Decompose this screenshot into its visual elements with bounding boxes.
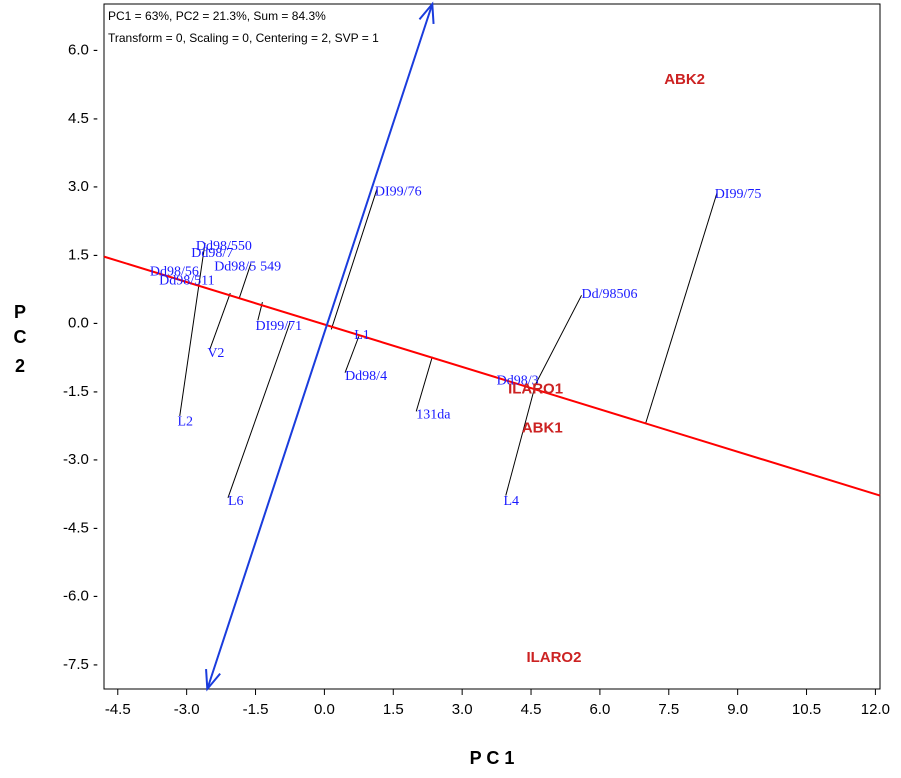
x-tick-label: -4.5 <box>105 701 131 718</box>
y-tick-label: -3.0 - <box>63 451 98 468</box>
environment-labels: ABK2 ILARO1 ABK1 ILARO2 <box>508 71 705 666</box>
genotype-label: 131da <box>416 408 451 423</box>
projection-line <box>505 383 537 496</box>
y-tick-label: 3.0 - <box>68 178 98 195</box>
projection-line <box>330 188 378 330</box>
environment-label: ABK2 <box>664 71 705 88</box>
y-tick-label: 6.0 - <box>68 42 98 59</box>
genotype-label: L4 <box>503 494 519 509</box>
perpendicular-axis <box>206 3 434 690</box>
projection-line <box>415 356 433 412</box>
x-tick-label: -3.0 <box>174 701 200 718</box>
y-tick-label: -7.5 - <box>63 656 98 673</box>
genotype-label: L6 <box>228 494 244 509</box>
x-tick-label: 0.0 <box>314 701 335 718</box>
arrowhead-top <box>418 1 435 25</box>
genotype-label: Dd98/7 <box>191 246 233 261</box>
annotation-variance: PC1 = 63%, PC2 = 21.3%, Sum = 84.3% <box>108 9 326 23</box>
projection-line <box>179 242 206 416</box>
genotype-label: L1 <box>354 328 370 343</box>
y-tick-label: 0.0 - <box>68 315 98 332</box>
arrowhead-bottom <box>205 668 221 692</box>
genotype-label: 549 <box>260 260 281 275</box>
genotype-label: DI99/75 <box>715 187 762 202</box>
projection-line <box>227 322 291 499</box>
y-axis-title-line-2: C <box>14 327 27 347</box>
genotype-label: Dd98/3 <box>497 373 539 388</box>
genotype-label: Dd98/4 <box>345 369 387 384</box>
y-tick-label: -6.0 - <box>63 588 98 605</box>
x-tick-label: 4.5 <box>521 701 542 718</box>
y-axis-title-line-1: P <box>14 302 26 322</box>
projection-lines <box>179 188 718 499</box>
annotation-block: PC1 = 63%, PC2 = 21.3%, Sum = 84.3% Tran… <box>108 9 379 45</box>
projection-line <box>209 292 231 351</box>
genotype-label: Dd/98506 <box>582 287 638 302</box>
environment-label: ILARO1 <box>508 381 563 398</box>
projection-line <box>645 192 718 423</box>
y-tick-label: -1.5 - <box>63 383 98 400</box>
x-axis-ticks: -4.5 -3.0 -1.5 0.0 1.5 3.0 4.5 6.0 7.5 9.0 10.5 12.… <box>105 689 890 718</box>
y-tick-label: -4.5 - <box>63 519 98 536</box>
environment-label: ILARO2 <box>526 649 581 666</box>
x-tick-label: 12.0 <box>861 701 890 718</box>
y-tick-label: 4.5 - <box>68 110 98 127</box>
x-tick-label: 1.5 <box>383 701 404 718</box>
genotype-label: DI99/76 <box>375 185 422 200</box>
x-axis-title: P C 1 <box>470 748 515 768</box>
y-axis-title-line-3: 2 <box>15 356 25 376</box>
y-tick-label: 1.5 - <box>68 246 98 263</box>
average-environment-axis <box>103 255 881 497</box>
x-tick-label: 7.5 <box>658 701 679 718</box>
biplot-axes <box>103 1 881 692</box>
x-tick-label: 9.0 <box>727 701 748 718</box>
x-tick-label: 3.0 <box>452 701 473 718</box>
y-axis-ticks: 6.0 - 4.5 - 3.0 - 1.5 - 0.0 - -1.5 - -3.0 - -4.… <box>63 42 98 673</box>
x-tick-label: 6.0 <box>589 701 610 718</box>
projection-line <box>344 336 360 373</box>
genotype-label: Dd98/56 <box>150 264 199 279</box>
annotation-settings: Transform = 0, Scaling = 0, Centering = … <box>108 31 379 45</box>
genotype-label: V2 <box>207 346 224 361</box>
genotype-label: Dd98/511 <box>159 273 214 288</box>
plot-frame <box>103 3 881 690</box>
genotype-label: Dd98/5 <box>214 260 256 275</box>
x-tick-label: 10.5 <box>792 701 821 718</box>
genotype-label: Dd98/550 <box>196 239 252 254</box>
genotype-label: L2 <box>177 414 193 429</box>
projection-line <box>535 295 582 385</box>
projection-line <box>238 263 252 298</box>
x-tick-label: -1.5 <box>243 701 269 718</box>
axis-titles: P C 1 P C 2 <box>14 302 515 768</box>
environment-label: ABK1 <box>522 419 563 436</box>
genotype-label: DI99/71 <box>256 319 303 334</box>
